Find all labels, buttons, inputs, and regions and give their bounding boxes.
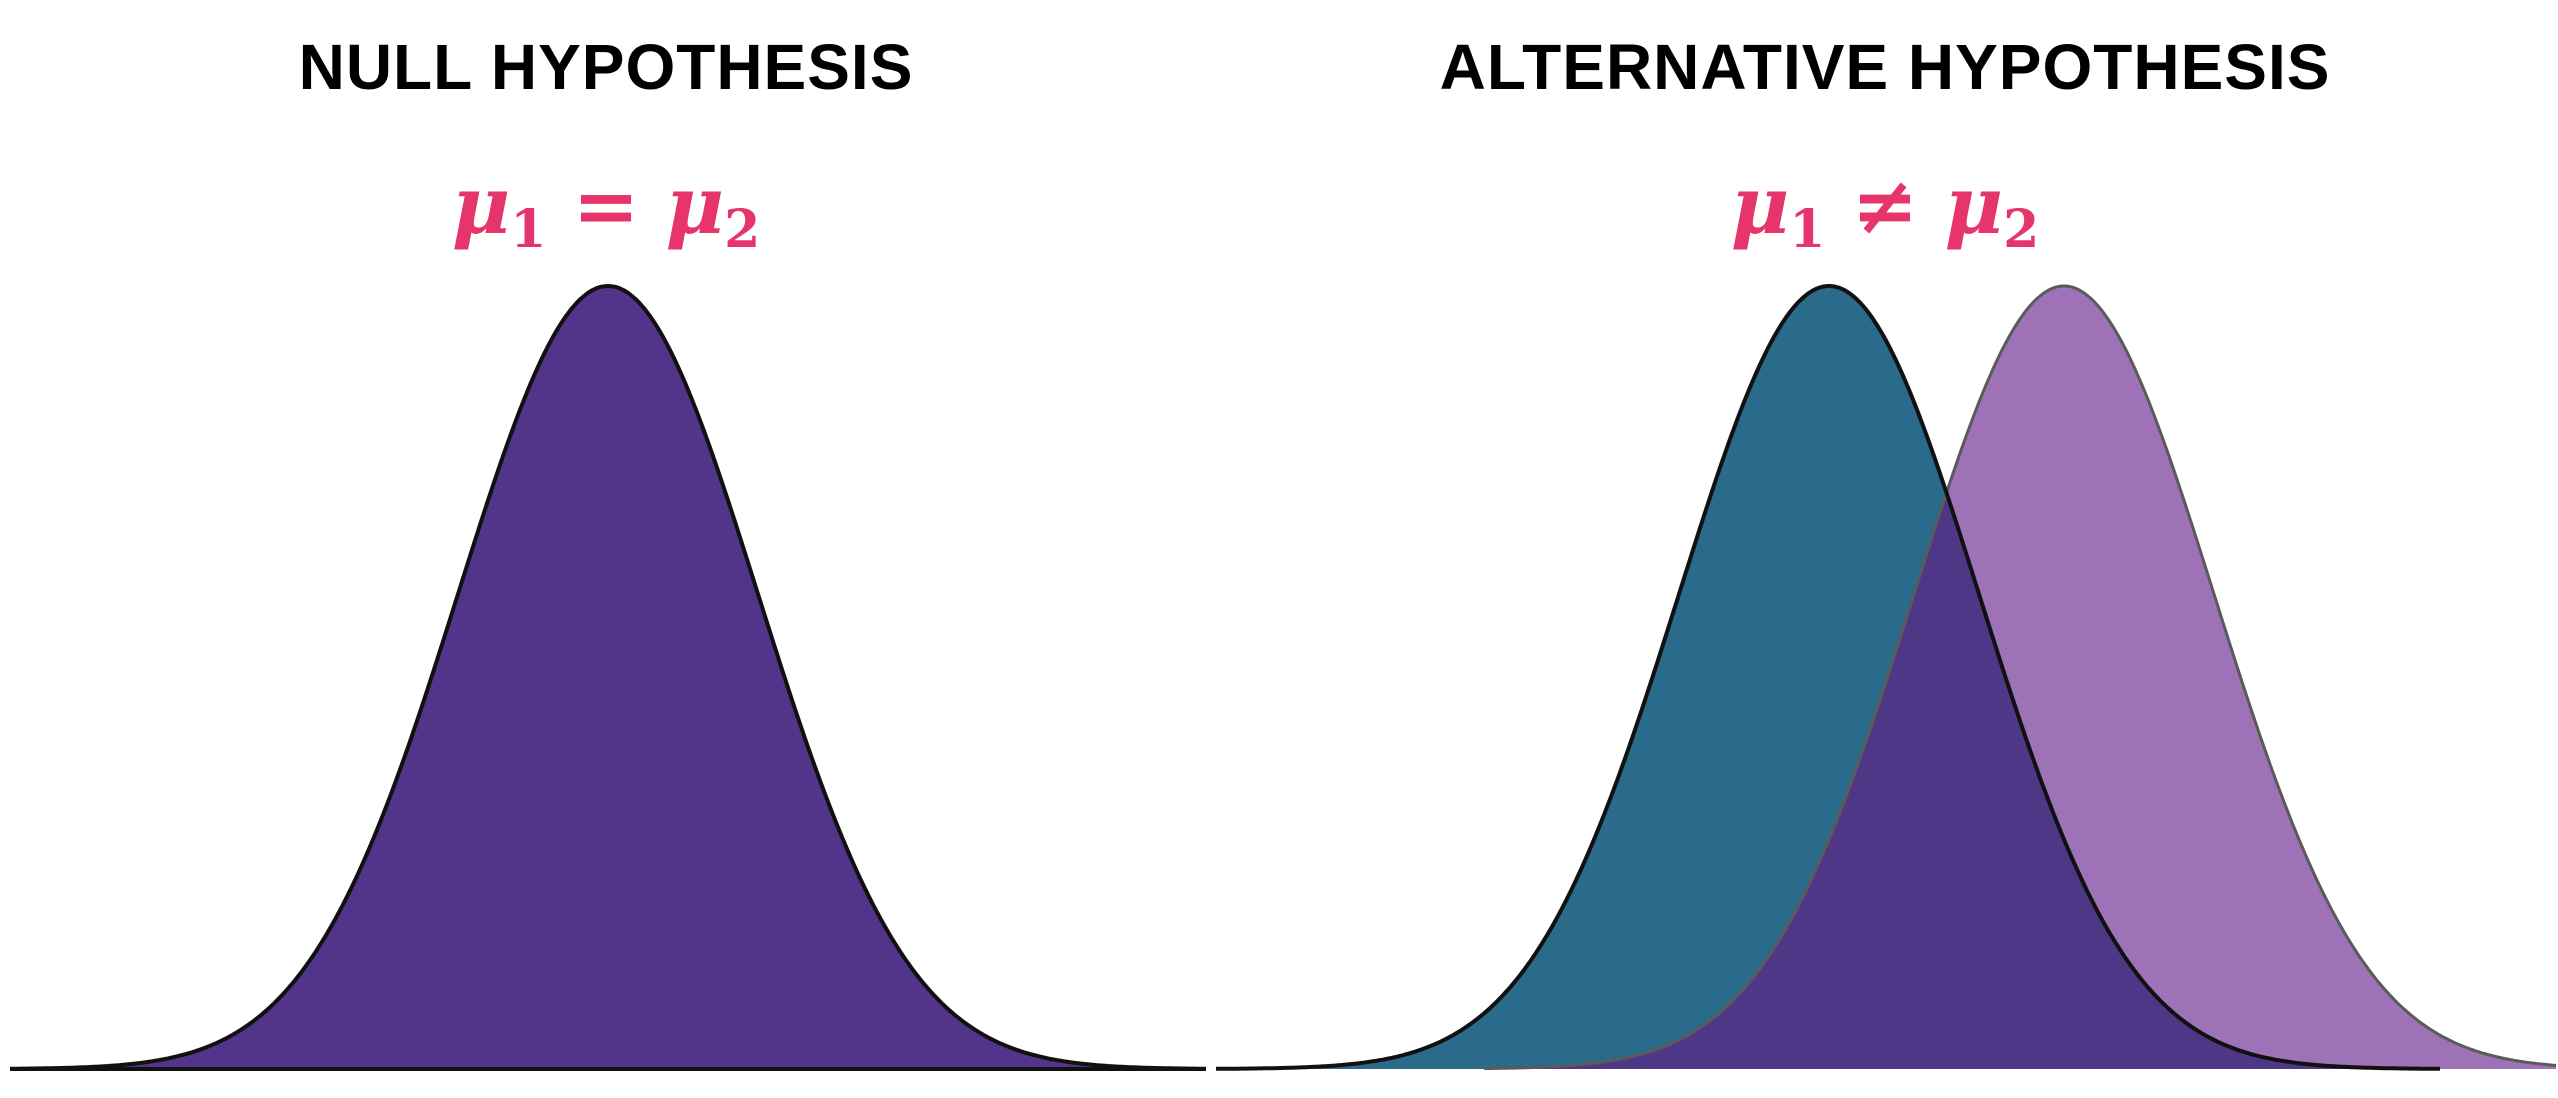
alternative-distribution-outline-2 xyxy=(1483,284,2557,1071)
alternative-distribution-outline-1 xyxy=(1216,284,2440,1071)
subscript-1: 1 xyxy=(510,199,547,260)
not-equals-operator: ≠ xyxy=(1851,158,1919,252)
null-hypothesis-panel: NULL HYPOTHESIS μ1 = μ2 xyxy=(0,0,1212,1098)
subscript-1: 1 xyxy=(1789,199,1826,260)
alternative-distribution-curve-2 xyxy=(1484,286,2556,1069)
null-hypothesis-formula: μ1 = μ2 xyxy=(0,158,1212,260)
alternative-hypothesis-formula: μ1 ≠ μ2 xyxy=(1212,158,2558,260)
null-distribution-curve xyxy=(10,283,1206,1071)
mu-symbol: μ xyxy=(1944,158,2004,252)
alternative-distribution-curve-1 xyxy=(1216,286,2440,1069)
equals-operator: = xyxy=(572,158,640,252)
subscript-2: 2 xyxy=(2003,199,2040,260)
subscript-2: 2 xyxy=(724,199,761,260)
null-hypothesis-title: NULL HYPOTHESIS xyxy=(298,31,914,103)
alternative-hypothesis-title: ALTERNATIVE HYPOTHESIS xyxy=(1439,31,2331,103)
mu-symbol: μ xyxy=(665,158,725,252)
mu-symbol: μ xyxy=(451,158,511,252)
alternative-hypothesis-panel: ALTERNATIVE HYPOTHESIS μ1 ≠ μ2 xyxy=(1212,0,2558,1098)
mu-symbol: μ xyxy=(1730,158,1790,252)
